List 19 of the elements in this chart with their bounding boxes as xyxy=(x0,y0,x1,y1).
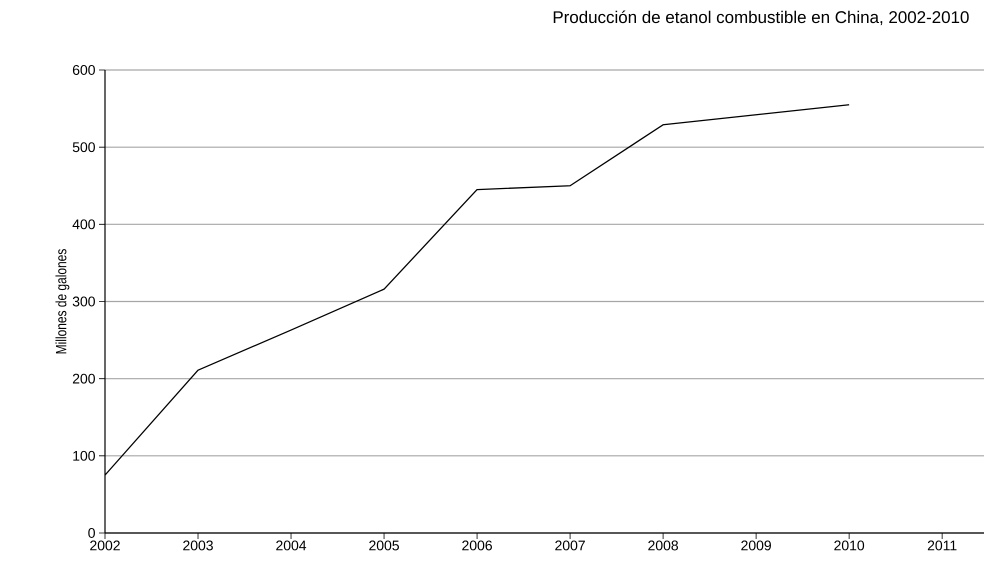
y-tick-label: 300 xyxy=(72,296,95,306)
x-tick-label: 2004 xyxy=(276,540,306,550)
y-tick-label: 600 xyxy=(72,65,95,75)
x-tick-label: 2010 xyxy=(834,540,864,550)
y-tick-label: 100 xyxy=(73,450,95,461)
x-tick-label: 2007 xyxy=(555,540,585,550)
x-tick-label: 2011 xyxy=(928,540,956,550)
x-tick-label: 2003 xyxy=(183,540,213,550)
y-tick-label: 200 xyxy=(72,374,95,384)
y-tick-label: 0 xyxy=(88,528,95,538)
y-tick-label: 400 xyxy=(72,219,95,230)
chart-title: Producción de etanol combustible en China, 2002-2010 xyxy=(554,10,969,26)
x-tick-label: 2006 xyxy=(462,540,492,550)
y-axis-title: Millones de galones xyxy=(55,249,70,354)
y-tick-label: 500 xyxy=(72,142,95,152)
x-tick-label: 2009 xyxy=(741,540,771,550)
x-tick-label: 2005 xyxy=(369,540,399,550)
x-tick-label: 2002 xyxy=(90,540,120,550)
x-tick-label: 2008 xyxy=(648,540,678,550)
